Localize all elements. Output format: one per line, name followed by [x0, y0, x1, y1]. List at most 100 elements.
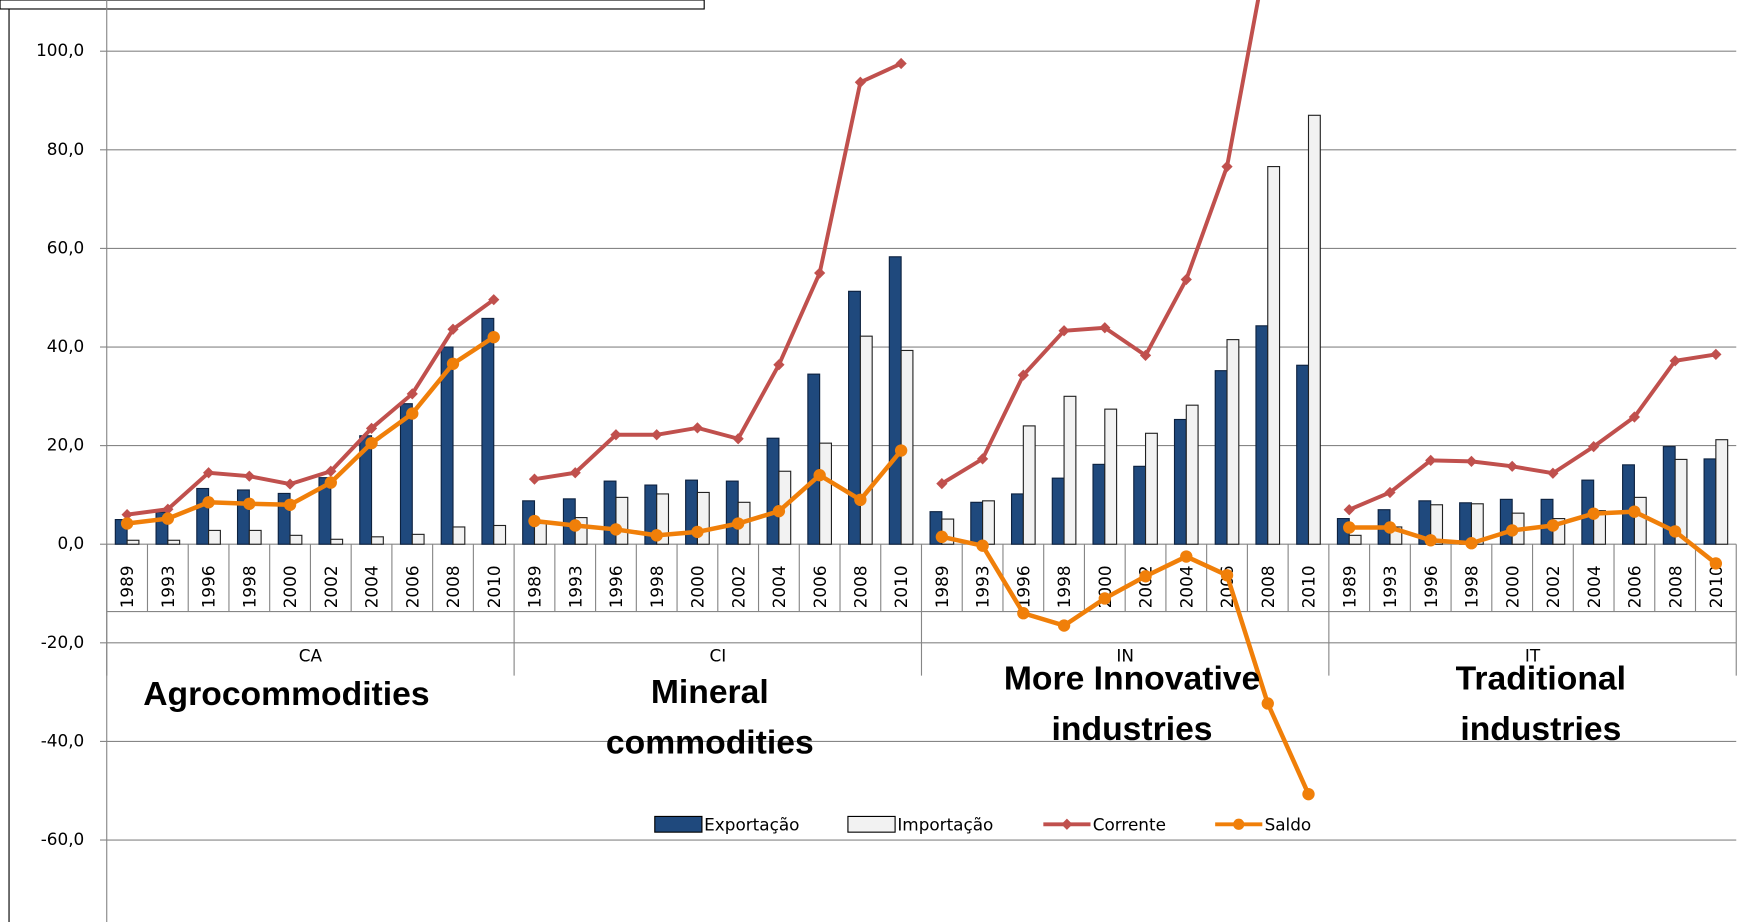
line — [534, 61, 902, 482]
bar — [493, 524, 507, 545]
bar — [1173, 418, 1187, 545]
marker — [243, 470, 255, 482]
bar — [1104, 408, 1118, 545]
marker — [569, 467, 581, 479]
bar — [1633, 496, 1647, 545]
x-tick-label: 2000 — [1502, 565, 1522, 608]
bar — [452, 526, 466, 545]
line — [534, 449, 903, 538]
marker — [732, 433, 744, 445]
marker — [283, 498, 297, 511]
bar — [1622, 464, 1635, 545]
bar — [277, 492, 291, 545]
marker — [651, 429, 663, 441]
marker — [325, 465, 337, 477]
marker — [1221, 160, 1233, 173]
y-tick-label: -60,0 — [41, 829, 85, 849]
marker — [1668, 525, 1682, 538]
line — [941, 534, 1311, 796]
bar — [1063, 395, 1077, 545]
marker — [1465, 455, 1478, 468]
bar — [848, 290, 861, 545]
marker — [1628, 505, 1641, 518]
bar — [1499, 498, 1513, 545]
marker — [121, 509, 133, 521]
annotation: commodities — [606, 724, 814, 761]
y-tick-label: 0,0 — [58, 533, 85, 553]
bar — [970, 501, 984, 545]
group-label: CA — [299, 646, 323, 666]
bar — [1674, 458, 1688, 545]
group-label: CI — [709, 646, 726, 666]
y-tick-label: 40,0 — [47, 336, 84, 356]
bar — [289, 534, 303, 545]
x-tick-label: 2006 — [810, 565, 830, 608]
bar — [1430, 504, 1444, 545]
marker — [1343, 504, 1355, 516]
bar — [807, 373, 821, 545]
annotation: More Innovative — [1004, 660, 1260, 697]
x-tick-label: 1989 — [117, 565, 137, 608]
legend-marker — [1061, 818, 1073, 830]
marker — [609, 523, 623, 536]
annotation: industries — [1052, 711, 1213, 748]
bar — [766, 437, 780, 545]
annotation: Mineral — [651, 674, 769, 711]
x-tick-label: 1993 — [1380, 565, 1400, 608]
marker — [202, 467, 215, 479]
x-tick-label: 2010 — [1706, 565, 1726, 608]
bar — [440, 346, 454, 545]
bar — [1010, 493, 1024, 545]
bar — [1296, 364, 1310, 545]
marker — [1017, 607, 1030, 620]
x-tick-label: 2000 — [280, 565, 300, 608]
x-tick-label: 1989 — [1339, 565, 1359, 608]
line — [1348, 352, 1717, 512]
y-tick-label: 60,0 — [47, 237, 84, 257]
marker — [1139, 349, 1152, 362]
legend-label: Exportação — [704, 814, 799, 834]
x-tick-label: 1998 — [1462, 565, 1482, 608]
marker — [447, 323, 459, 335]
marker — [773, 359, 785, 371]
marker — [1057, 619, 1071, 632]
marker — [365, 436, 378, 450]
bar — [1593, 510, 1607, 545]
bar — [1715, 439, 1729, 545]
bar — [330, 538, 344, 545]
marker — [365, 422, 378, 434]
x-tick-label: 2006 — [1625, 565, 1645, 608]
bar — [370, 536, 384, 545]
bar — [196, 487, 210, 545]
x-tick-label: 1996 — [606, 565, 626, 608]
legend-swatch — [654, 815, 703, 833]
x-tick-label: 2010 — [1299, 565, 1319, 608]
x-tick-label: 1998 — [647, 565, 667, 608]
marker — [813, 469, 826, 482]
y-tick-label: -40,0 — [41, 730, 85, 750]
bar — [481, 317, 495, 545]
x-tick-label: 1996 — [1421, 565, 1441, 608]
marker — [528, 473, 541, 485]
marker — [691, 525, 704, 539]
line — [940, 0, 1261, 486]
x-tick-label: 2004 — [1584, 565, 1604, 608]
bar — [656, 493, 670, 545]
marker — [1506, 524, 1519, 537]
marker — [406, 388, 418, 400]
marker — [731, 517, 745, 530]
bar — [1348, 534, 1362, 545]
marker — [772, 505, 786, 518]
line — [126, 335, 495, 526]
marker — [976, 539, 989, 552]
y-tick-label: 100,0 — [36, 40, 84, 60]
bar — [1185, 404, 1199, 545]
bar — [888, 256, 902, 545]
x-tick-label: 2008 — [1258, 565, 1278, 608]
marker — [120, 517, 134, 530]
marker — [610, 429, 622, 441]
marker — [1424, 534, 1437, 547]
marker — [1139, 570, 1152, 583]
marker — [894, 444, 908, 457]
x-tick-label: 1996 — [199, 565, 219, 608]
